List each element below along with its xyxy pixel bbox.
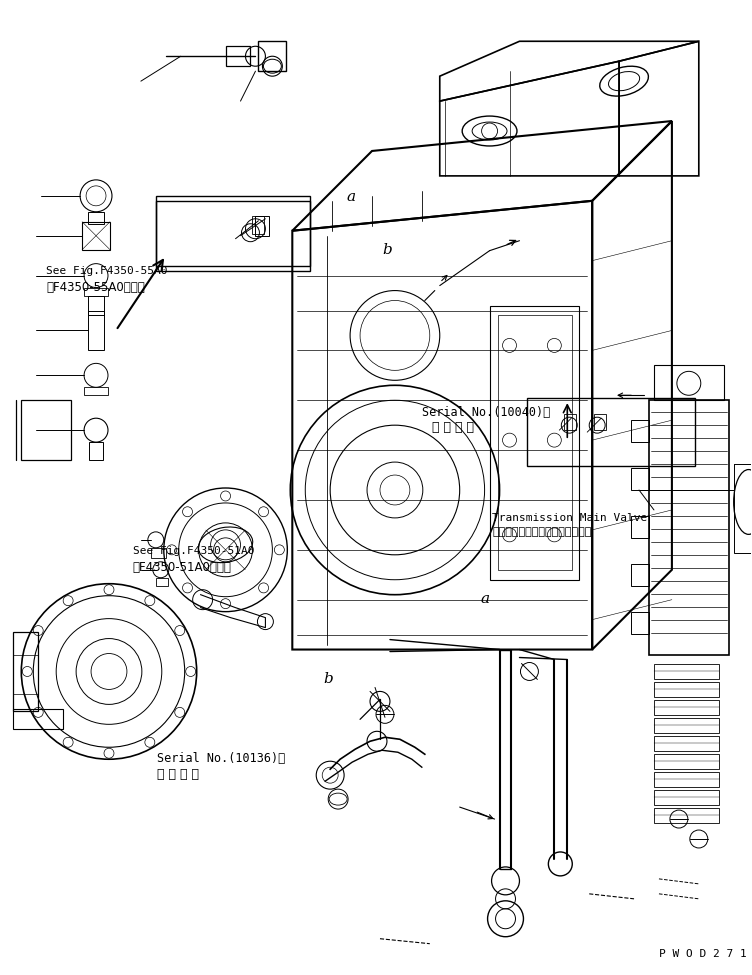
Text: a: a bbox=[346, 190, 355, 204]
Bar bbox=[631, 516, 649, 538]
Bar bbox=[89, 442, 103, 460]
Bar bbox=[253, 215, 265, 234]
Bar bbox=[88, 212, 104, 223]
Bar bbox=[654, 808, 719, 823]
Bar bbox=[14, 710, 63, 729]
Bar bbox=[156, 201, 311, 271]
Text: See Fig.F4350-51A0: See Fig.F4350-51A0 bbox=[132, 546, 254, 556]
Bar bbox=[498, 316, 572, 569]
Bar bbox=[654, 719, 719, 733]
Text: P W O D 2 7 1: P W O D 2 7 1 bbox=[659, 949, 747, 958]
Bar bbox=[527, 398, 695, 466]
Bar bbox=[654, 366, 723, 401]
Bar bbox=[631, 468, 649, 490]
Text: Serial No.(10040)～: Serial No.(10040)～ bbox=[423, 406, 550, 419]
Text: Transmission Main Valve: Transmission Main Valve bbox=[492, 513, 647, 523]
Bar bbox=[88, 310, 104, 350]
Bar bbox=[734, 464, 752, 553]
Text: トランスミッションメインバルブ: トランスミッションメインバルブ bbox=[492, 527, 592, 537]
Bar bbox=[654, 790, 719, 805]
Text: b: b bbox=[323, 672, 333, 686]
Text: 第F4350-51A0図参照: 第F4350-51A0図参照 bbox=[132, 562, 232, 574]
Bar bbox=[594, 414, 606, 430]
Bar bbox=[256, 215, 269, 236]
Text: Serial No.(10136)～: Serial No.(10136)～ bbox=[157, 752, 286, 765]
Text: See Fig.F4350-55A0: See Fig.F4350-55A0 bbox=[47, 266, 168, 276]
Bar bbox=[654, 682, 719, 697]
Bar bbox=[156, 196, 311, 265]
Bar bbox=[564, 414, 576, 430]
Bar bbox=[14, 632, 38, 712]
Bar bbox=[84, 387, 108, 395]
Bar bbox=[259, 41, 287, 71]
Text: b: b bbox=[382, 243, 392, 256]
Bar bbox=[654, 755, 719, 769]
Text: 適 用 号 機: 適 用 号 機 bbox=[157, 768, 199, 782]
Bar bbox=[88, 295, 104, 316]
Bar bbox=[654, 772, 719, 787]
Bar bbox=[84, 288, 108, 295]
Bar bbox=[631, 420, 649, 442]
Bar bbox=[490, 305, 579, 580]
Bar bbox=[21, 401, 71, 460]
Bar bbox=[82, 221, 110, 250]
Bar bbox=[631, 564, 649, 586]
Text: 適 用 号 機: 適 用 号 機 bbox=[432, 421, 475, 435]
Bar bbox=[151, 548, 165, 558]
Bar bbox=[654, 700, 719, 716]
Bar bbox=[226, 46, 250, 66]
Bar bbox=[654, 665, 719, 680]
Bar bbox=[156, 578, 168, 586]
Bar bbox=[654, 736, 719, 752]
Bar bbox=[649, 401, 729, 654]
Text: a: a bbox=[481, 593, 490, 606]
Bar bbox=[631, 611, 649, 634]
Text: 第F4350-55A0図参照: 第F4350-55A0図参照 bbox=[47, 282, 145, 294]
